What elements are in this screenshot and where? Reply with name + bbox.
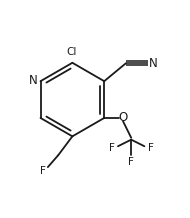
Text: F: F: [128, 157, 134, 167]
Text: N: N: [149, 57, 157, 70]
Text: Cl: Cl: [66, 48, 77, 57]
Text: F: F: [109, 143, 115, 153]
Text: F: F: [40, 166, 45, 176]
Text: F: F: [148, 143, 154, 153]
Text: O: O: [118, 111, 128, 124]
Text: N: N: [29, 74, 38, 87]
